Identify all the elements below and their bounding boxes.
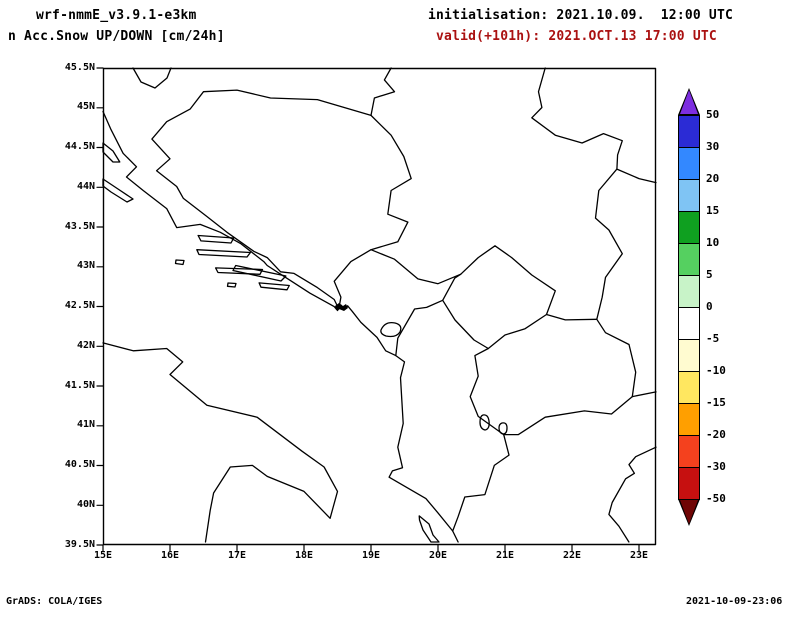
border-bosnia-montenegro	[333, 249, 372, 310]
colorbar-segment	[678, 115, 700, 148]
border-slovenia-croatia	[132, 67, 172, 89]
colorbar-top-arrow	[678, 88, 700, 115]
model-title: wrf-nmmE_v3.9.1-e3km	[36, 8, 197, 23]
creation-timestamp: 2021-10-09-23:06	[686, 596, 783, 607]
coastline-italy	[102, 342, 339, 543]
lat-tick-label: 42.5N	[64, 300, 95, 311]
lon-tick-label: 23E	[629, 550, 649, 561]
peninsula-peljesac	[232, 264, 287, 282]
island-brac	[197, 234, 235, 244]
border-macedonia-greece	[503, 395, 633, 436]
colorbar-segment	[678, 275, 700, 308]
lon-tick-marks	[102, 544, 640, 552]
colorbar-label: 15	[706, 204, 720, 217]
lon-tick-label: 17E	[227, 550, 247, 561]
border-macedonia-bulgaria	[596, 318, 637, 398]
border-serbia-montenegro	[370, 249, 462, 285]
colorbar-label: 0	[706, 300, 713, 313]
valid-time: valid(+101h): 2021.OCT.13 17:00 UTC	[436, 29, 717, 44]
lat-tick-label: 45.5N	[64, 62, 95, 73]
colorbar-bottom-arrow	[678, 499, 700, 526]
lon-tick-label: 19E	[361, 550, 381, 561]
lake-ohrid	[479, 414, 490, 431]
colorbar-segment	[678, 147, 700, 180]
island-vis	[174, 259, 185, 266]
border-kosovo	[442, 245, 556, 350]
colorbar-label: 50	[706, 108, 720, 121]
kotor-bay-shoreline	[335, 303, 348, 311]
colorbar-segment	[678, 435, 700, 468]
map-canvas	[96, 67, 657, 552]
lon-tick-label: 16E	[160, 550, 180, 561]
border-greece-bulgaria	[631, 391, 657, 398]
grads-stamp: GrADS: COLA/IGES	[6, 596, 103, 607]
lat-tick-label: 45N	[76, 101, 95, 112]
lon-tick-label: 18E	[294, 550, 314, 561]
lat-tick-label: 41N	[76, 419, 95, 430]
colorbar-segment	[678, 403, 700, 436]
lon-tick-label: 20E	[428, 550, 448, 561]
lat-tick-label: 39.5N	[64, 539, 95, 550]
lat-tick-label: 43.5N	[64, 221, 95, 232]
island-hvar	[196, 249, 252, 258]
border-serbia-bulgaria	[594, 168, 623, 320]
product-title: n Acc.Snow UP/DOWN [cm/24h]	[8, 29, 225, 44]
colorbar-label: 5	[706, 268, 713, 281]
lat-tick-marks	[96, 67, 104, 546]
colorbar-segment	[678, 371, 700, 404]
lon-tick-label: 15E	[93, 550, 113, 561]
lon-tick-label: 21E	[495, 550, 515, 561]
colorbar-segment	[678, 179, 700, 212]
lat-tick-label: 43N	[76, 260, 95, 271]
colorbar-label: -30	[706, 460, 726, 473]
colorbar-label: -15	[706, 396, 726, 409]
border-albania-greece	[452, 433, 510, 532]
lake-prespa	[498, 422, 508, 435]
coastline-greece	[608, 446, 657, 543]
lat-tick-label: 40.5N	[64, 459, 95, 470]
lat-tick-label: 42N	[76, 340, 95, 351]
island-corfu	[418, 515, 440, 543]
island-korcula	[214, 267, 264, 275]
colorbar-segment	[678, 243, 700, 276]
lat-tick-label: 44.5N	[64, 141, 95, 152]
border-bosnia-serbia	[370, 114, 412, 251]
colorbar-label: -10	[706, 364, 726, 377]
border-montenegro-albania	[395, 299, 444, 357]
lon-tick-label: 22E	[562, 550, 582, 561]
colorbar-label: 30	[706, 140, 720, 153]
lat-tick-label: 40N	[76, 499, 95, 510]
border-macedonia-albania	[469, 347, 505, 436]
colorbar-label: -50	[706, 492, 726, 505]
border-croatia-bosnia	[151, 89, 372, 310]
colorbar-label: -20	[706, 428, 726, 441]
border-croatia-serbia	[370, 67, 396, 117]
colorbar-segment	[678, 467, 700, 500]
lat-tick-label: 41.5N	[64, 380, 95, 391]
border-serbia-romania	[531, 67, 657, 184]
border-serbia-macedonia	[545, 313, 598, 321]
colorbar-segment	[678, 211, 700, 244]
init-time: initialisation: 2021.10.09. 12:00 UTC	[428, 8, 734, 23]
colorbar-label: -5	[706, 332, 720, 345]
colorbar-label: 10	[706, 236, 720, 249]
island-dugi-otok	[102, 178, 134, 203]
lat-tick-label: 44N	[76, 181, 95, 192]
colorbar-label: 20	[706, 172, 720, 185]
colorbar-segment	[678, 339, 700, 372]
colorbar-segment	[678, 307, 700, 340]
island-mljet	[258, 282, 290, 291]
lake-scutari	[380, 322, 402, 338]
island-pag	[102, 142, 121, 163]
island-lastovo	[226, 282, 237, 288]
